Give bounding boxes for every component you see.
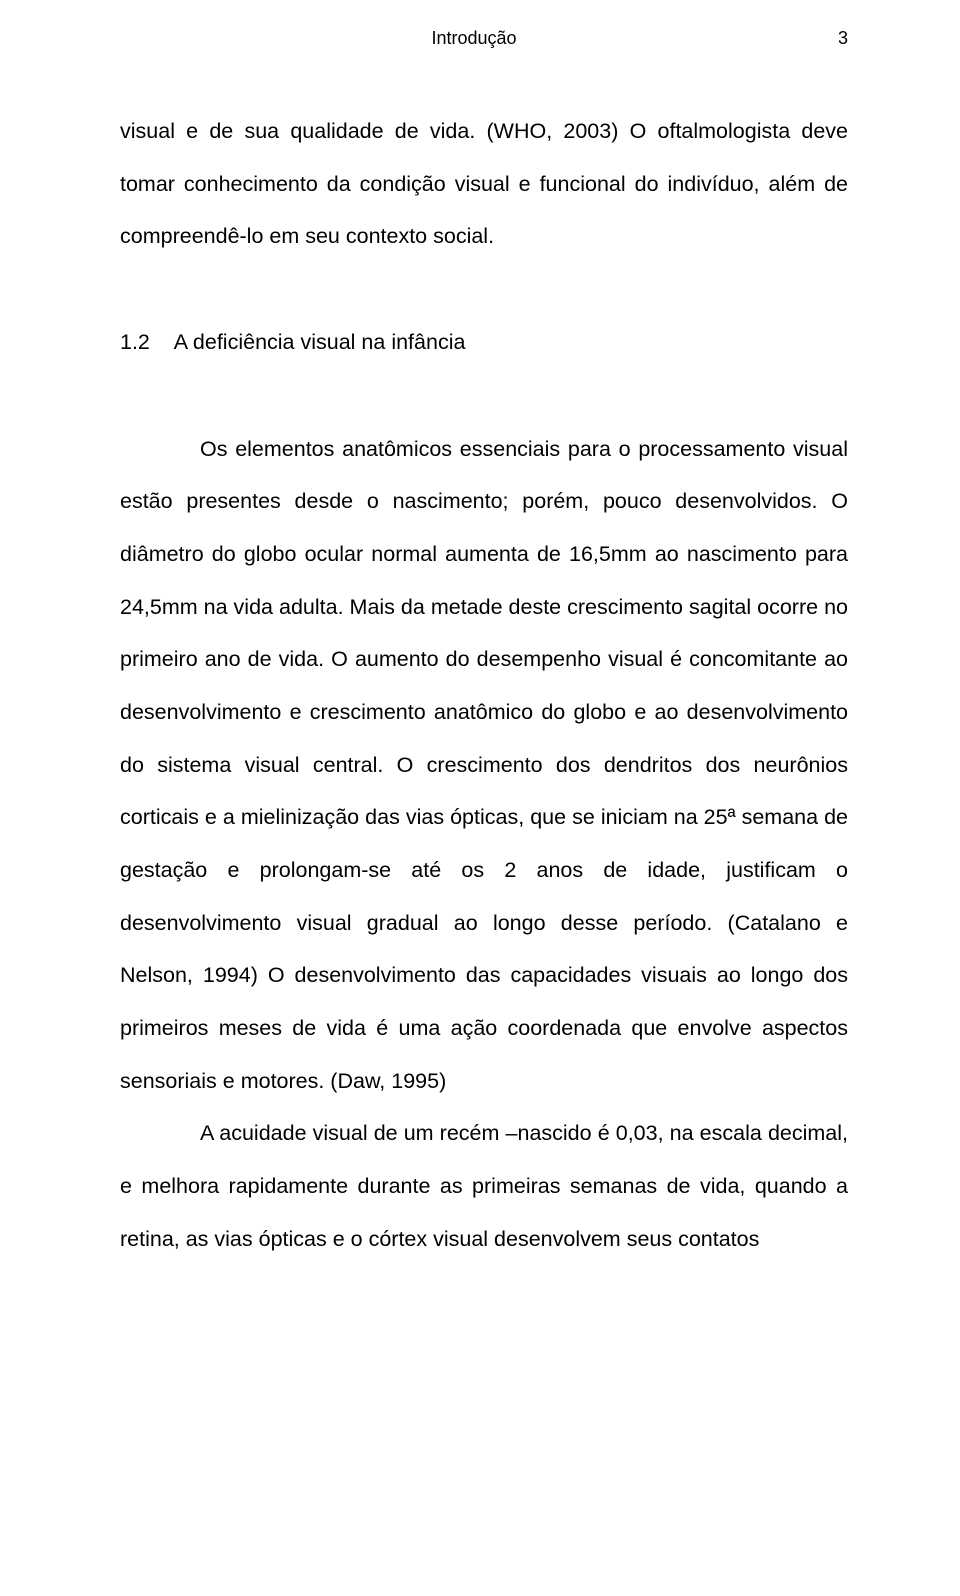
header-title: Introdução [120, 28, 828, 49]
section-heading: 1.2 A deficiência visual na infância [120, 317, 848, 369]
page-header: Introdução 3 [120, 28, 848, 49]
paragraph-continuation: visual e de sua qualidade de vida. (WHO,… [120, 105, 848, 263]
page-number: 3 [828, 28, 848, 49]
paragraph-2: Os elementos anatômicos essenciais para … [120, 423, 848, 1108]
body-text: visual e de sua qualidade de vida. (WHO,… [120, 105, 848, 1265]
section-number: 1.2 [120, 330, 150, 354]
document-page: Introdução 3 visual e de sua qualidade d… [0, 0, 960, 1596]
paragraph-3: A acuidade visual de um recém –nascido é… [120, 1107, 848, 1265]
section-title: A deficiência visual na infância [174, 330, 466, 354]
